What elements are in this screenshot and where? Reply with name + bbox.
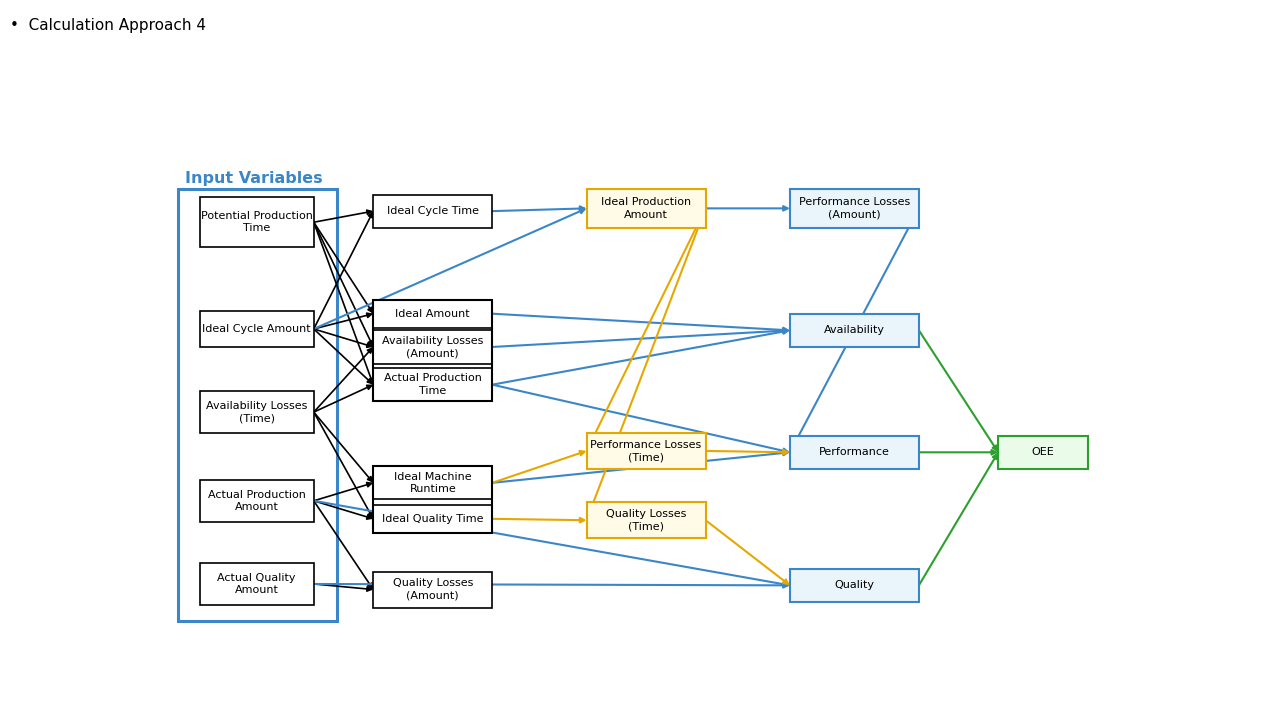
Text: Performance Losses
(Amount): Performance Losses (Amount) — [799, 197, 910, 220]
FancyBboxPatch shape — [790, 314, 919, 347]
Text: Actual Production
Time: Actual Production Time — [384, 374, 481, 396]
Text: Ideal Cycle Amount: Ideal Cycle Amount — [202, 324, 311, 334]
Text: Ideal Machine
Runtime: Ideal Machine Runtime — [394, 472, 471, 494]
Text: Performance: Performance — [819, 447, 890, 457]
FancyBboxPatch shape — [374, 368, 493, 401]
FancyBboxPatch shape — [200, 311, 314, 347]
FancyBboxPatch shape — [200, 391, 314, 433]
FancyBboxPatch shape — [998, 436, 1088, 469]
Text: Input Variables: Input Variables — [184, 171, 323, 186]
FancyBboxPatch shape — [374, 330, 493, 364]
Text: Ideal Production
Amount: Ideal Production Amount — [602, 197, 691, 220]
FancyBboxPatch shape — [790, 436, 919, 469]
Text: •  Calculation Approach 4: • Calculation Approach 4 — [10, 18, 206, 33]
Text: Availability Losses
(Amount): Availability Losses (Amount) — [383, 336, 484, 358]
FancyBboxPatch shape — [374, 466, 493, 500]
FancyBboxPatch shape — [790, 569, 919, 602]
Text: Availability: Availability — [824, 325, 884, 336]
FancyBboxPatch shape — [790, 189, 919, 228]
Text: Actual Quality
Amount: Actual Quality Amount — [218, 573, 296, 595]
FancyBboxPatch shape — [374, 300, 493, 328]
FancyBboxPatch shape — [200, 480, 314, 521]
FancyBboxPatch shape — [586, 189, 705, 228]
Text: Quality Losses
(Time): Quality Losses (Time) — [605, 509, 686, 531]
Text: Ideal Amount: Ideal Amount — [396, 309, 470, 319]
FancyBboxPatch shape — [374, 194, 493, 228]
Text: Potential Production
Time: Potential Production Time — [201, 211, 312, 233]
Text: Ideal Cycle Time: Ideal Cycle Time — [387, 206, 479, 216]
Text: Ideal Quality Time: Ideal Quality Time — [381, 514, 484, 524]
Text: Availability Losses
(Time): Availability Losses (Time) — [206, 401, 307, 423]
FancyBboxPatch shape — [374, 572, 493, 608]
FancyBboxPatch shape — [200, 197, 314, 247]
FancyBboxPatch shape — [586, 503, 705, 539]
Text: OEE: OEE — [1032, 447, 1055, 457]
FancyBboxPatch shape — [586, 433, 705, 469]
Text: Quality Losses
(Amount): Quality Losses (Amount) — [393, 578, 474, 600]
Text: Actual Production
Amount: Actual Production Amount — [207, 490, 306, 512]
Text: Quality: Quality — [835, 580, 874, 590]
FancyBboxPatch shape — [374, 505, 493, 533]
FancyBboxPatch shape — [200, 563, 314, 605]
Text: Performance Losses
(Time): Performance Losses (Time) — [590, 440, 701, 462]
